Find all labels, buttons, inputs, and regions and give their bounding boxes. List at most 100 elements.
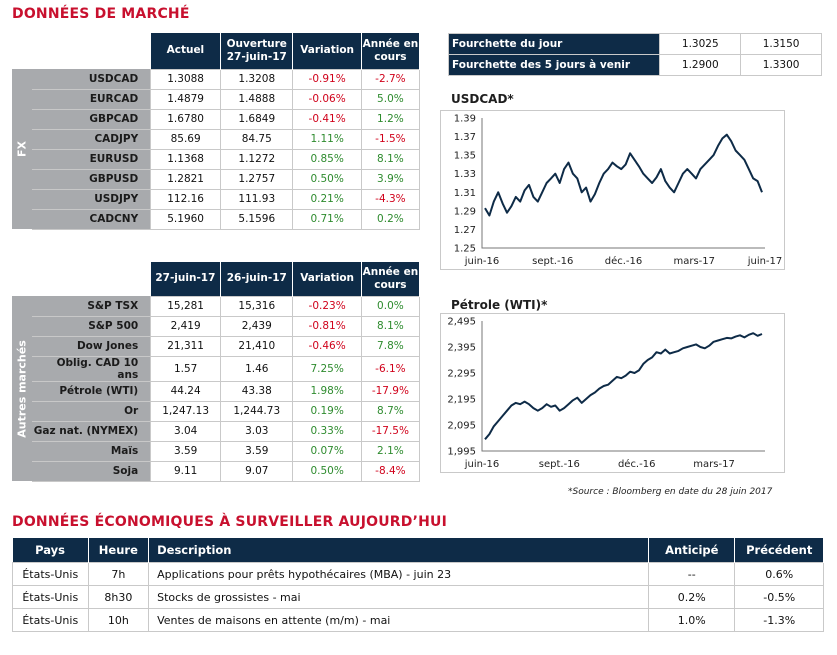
other-row-ytd: 8.1% xyxy=(360,315,421,337)
x-tick-label: juin-16 xyxy=(464,459,500,470)
fx-row-ytd: 3.9% xyxy=(360,168,421,190)
y-tick-label: 2,395 xyxy=(447,343,476,354)
y-tick-label: 1,995 xyxy=(447,447,476,458)
fx-row-value1: 1.1368 xyxy=(150,148,222,170)
fx-header-actuel: Actuel xyxy=(150,33,222,69)
fx-row-ytd: 8.1% xyxy=(360,148,421,170)
other-row-value2: 1,244.73 xyxy=(220,400,294,422)
chart-axes xyxy=(481,321,765,452)
other-row-value1: 2,419 xyxy=(150,315,222,337)
other-row-value1: 9.11 xyxy=(150,460,222,482)
fx-row-value2: 1.3208 xyxy=(220,68,294,90)
source-note: *Source : Bloomberg en date du 28 juin 2… xyxy=(568,487,773,497)
table-row: Or 1,247.13 1,244.73 0.19% 8.7% xyxy=(12,400,421,422)
chart-frame xyxy=(440,110,785,270)
fx-row-value1: 1.6780 xyxy=(150,108,222,130)
fx-row-ytd: -4.3% xyxy=(360,188,421,210)
y-tick-label: 1.27 xyxy=(454,225,476,236)
other-row-name: Gaz nat. (NYMEX) xyxy=(32,421,151,442)
other-row-value2: 15,316 xyxy=(220,295,294,317)
fx-row-value1: 1.4879 xyxy=(150,88,222,110)
fx-row-value1: 1.2821 xyxy=(150,168,222,190)
fx-row-name: EURUSD xyxy=(32,149,151,170)
x-tick-label: juin-16 xyxy=(464,256,500,267)
usdcad-chart-title: USDCAD* xyxy=(451,92,514,106)
other-markets-table: 27-juin-17 26-juin-17 Variation Année en… xyxy=(12,262,421,482)
table-row: États-Unis 7h Applications pour prêts hypo… xyxy=(12,562,824,586)
fx-row-ytd: 5.0% xyxy=(360,88,421,110)
table-row: Gaz nat. (NYMEX) 3.04 3.03 0.33% -17.5% xyxy=(12,420,421,442)
wti-chart-title: Pétrole (WTI)* xyxy=(451,298,548,312)
eco-cell-precedent: -1.3% xyxy=(734,608,824,632)
other-row-variation: -0.23% xyxy=(292,295,362,317)
other-row-ytd: -17.5% xyxy=(360,420,421,442)
x-tick-label: sept.-16 xyxy=(532,256,573,267)
y-tick-label: 1.39 xyxy=(454,114,476,125)
eco-cell-desc: Stocks de grossistes - mai xyxy=(148,585,650,609)
other-row-name: S&P 500 xyxy=(32,316,151,337)
table-row: Autres marchés S&P TSX 15,281 15,316 -0.23% 0… xyxy=(12,295,421,481)
other-row-name: Soja xyxy=(32,461,151,482)
other-row-variation: 7.25% xyxy=(292,355,362,382)
fx-row-variation: -0.06% xyxy=(292,88,362,110)
fx-row-name: CADJPY xyxy=(32,129,151,150)
x-tick-label: mars-17 xyxy=(673,256,715,267)
eco-header-precedent: Précédent xyxy=(734,538,824,563)
fx-row-variation: 0.71% xyxy=(292,208,362,230)
other-header-variation: Variation xyxy=(292,262,362,296)
other-row-variation: -0.81% xyxy=(292,315,362,337)
fx-row-ytd: -1.5% xyxy=(360,128,421,150)
eco-header-heure: Heure xyxy=(88,538,150,563)
y-tick-label: 1.33 xyxy=(454,169,476,180)
other-row-name: S&P TSX xyxy=(32,296,151,317)
x-tick-label: mars-17 xyxy=(693,459,735,470)
table-row: États-Unis 10h Ventes de maisons en attent… xyxy=(12,608,824,632)
other-row-ytd: 0.0% xyxy=(360,295,421,317)
other-row-value2: 43.38 xyxy=(220,380,294,402)
x-tick-label: juin-17 xyxy=(747,256,783,267)
other-row-value1: 3.59 xyxy=(150,440,222,462)
y-tick-label: 1.25 xyxy=(454,244,476,255)
eco-cell-precedent: -0.5% xyxy=(734,585,824,609)
other-side-label-text: Autres marchés xyxy=(15,339,29,438)
fx-header-ouverture: Ouverture 27-juin-17 xyxy=(220,33,294,69)
table-row: États-Unis 8h30 Stocks de grossistes - mai… xyxy=(12,585,824,609)
eco-cell-anticipe: -- xyxy=(648,562,736,586)
range-label-5days: Fourchette des 5 jours à venir xyxy=(447,54,661,76)
other-row-ytd: -8.4% xyxy=(360,460,421,482)
range-day-low: 1.3025 xyxy=(659,33,742,55)
fx-row-value1: 85.69 xyxy=(150,128,222,150)
other-row-name: Maïs xyxy=(32,441,151,462)
range-5days-high: 1.3300 xyxy=(740,54,822,76)
other-row-variation: 0.33% xyxy=(292,420,362,442)
fx-row-value2: 1.6849 xyxy=(220,108,294,130)
eco-header-anticipe: Anticipé xyxy=(648,538,736,563)
y-tick-label: 2,295 xyxy=(447,369,476,380)
other-row-value1: 21,311 xyxy=(150,335,222,357)
eco-cell-heure: 7h xyxy=(87,562,150,586)
y-tick-label: 2,495 xyxy=(447,317,476,328)
eco-cell-anticipe: 0.2% xyxy=(648,585,736,609)
fx-side-label-text: FX xyxy=(15,141,29,157)
fx-row-value2: 5.1596 xyxy=(220,208,294,230)
other-row-variation: 0.50% xyxy=(292,460,362,482)
fx-row-name: GBPCAD xyxy=(32,109,151,130)
table-row: CADJPY 85.69 84.75 1.11% -1.5% xyxy=(12,128,421,150)
other-row-name: Oblig. CAD 10 ans xyxy=(32,356,151,382)
table-row: EURCAD 1.4879 1.4888 -0.06% 5.0% xyxy=(12,88,421,110)
eco-cell-pays: États-Unis xyxy=(12,608,89,632)
other-header-date1: 27-juin-17 xyxy=(150,262,222,296)
range-label-day: Fourchette du jour xyxy=(447,33,661,55)
other-row-value2: 9.07 xyxy=(220,460,294,482)
fx-side-label: FX xyxy=(12,69,33,229)
other-row-ytd: 2.1% xyxy=(360,440,421,462)
other-row-value1: 15,281 xyxy=(150,295,222,317)
eco-cell-precedent: 0.6% xyxy=(734,562,824,586)
fx-row-variation: 0.50% xyxy=(292,168,362,190)
other-side-label: Autres marchés xyxy=(12,296,33,481)
fx-row-variation: 1.11% xyxy=(292,128,362,150)
other-row-value2: 3.03 xyxy=(220,420,294,442)
fx-row-value1: 112.16 xyxy=(150,188,222,210)
table-row: Dow Jones 21,311 21,410 -0.46% 7.8% xyxy=(12,335,421,357)
